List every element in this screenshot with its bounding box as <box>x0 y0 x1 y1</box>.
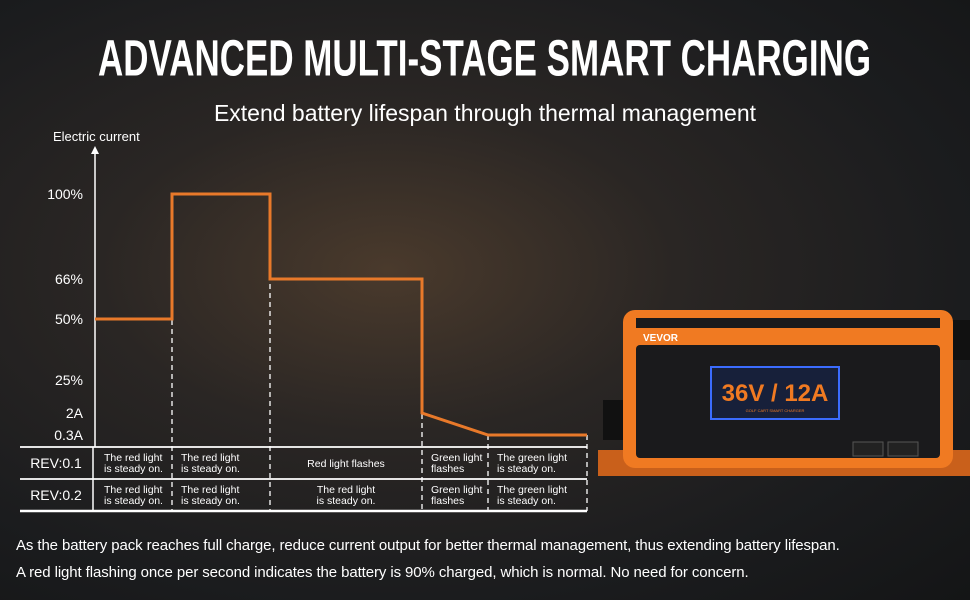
table-cell-text: flashes <box>431 463 464 475</box>
charger-top-strip <box>636 318 940 328</box>
table-cell-text: is steady on. <box>181 463 240 475</box>
charging-chart: Electric current 100% 66% 50% 25% 2A 0.3A REV:0… <box>30 129 587 507</box>
y-tick-label: 66% <box>55 271 83 287</box>
table-cell-text: is steady on. <box>104 495 163 507</box>
page-title: ADVANCED MULTI-STAGE SMART CHARGING <box>98 29 872 87</box>
y-tick-label: 50% <box>55 311 83 327</box>
table-cell-text: The red light <box>181 484 239 496</box>
current-curve <box>95 192 587 437</box>
y-tick-label: 0.3A <box>54 427 83 443</box>
table-row-label: REV:0.2 <box>30 487 82 503</box>
table-cell-text: Green light <box>431 484 482 496</box>
footer-note-2: A red light flashing once per second ind… <box>16 564 749 581</box>
table-cell-text: The green light <box>497 484 567 496</box>
charger-product-image: VEVOR 36V / 12A GOLF CART SMART CHARGER <box>598 310 970 476</box>
table-cell-text: The red light <box>104 452 162 464</box>
charger-rating: 36V / 12A <box>722 380 829 407</box>
table-cell-text: The green light <box>497 452 567 464</box>
indicator-panel-charge <box>887 441 919 457</box>
table-cell-text: The red light <box>104 484 162 496</box>
table-cell-text: is steady on. <box>317 495 376 507</box>
footer-note-1: As the battery pack reaches full charge,… <box>16 537 840 554</box>
table-cell-text: is steady on. <box>181 495 240 507</box>
y-axis-arrow <box>91 146 99 154</box>
page-subtitle: Extend battery lifespan through thermal … <box>213 100 757 126</box>
label-panel <box>710 366 840 420</box>
y-axis-label: Electric current <box>53 129 140 144</box>
table-cell-text: is steady on. <box>497 463 556 475</box>
y-tick-label: 100% <box>47 186 83 202</box>
page-title-container: ADVANCED MULTI-STAGE SMART CHARGING <box>0 29 970 87</box>
table-cell-text: The red light <box>317 484 375 496</box>
table-cell-text: is steady on. <box>497 495 556 507</box>
charger-subtitle: GOLF CART SMART CHARGER <box>746 408 805 413</box>
table-cell-text: Red light flashes <box>307 458 385 470</box>
y-tick-label: 25% <box>55 372 83 388</box>
brand-logo: VEVOR <box>643 333 679 344</box>
indicator-panel-battery <box>852 441 884 457</box>
y-tick-label: 2A <box>66 405 84 421</box>
table-cell-text: is steady on. <box>104 463 163 475</box>
table-cell-text: Green light <box>431 452 482 464</box>
table-cell-text: The red light <box>181 452 239 464</box>
table-row-label: REV:0.1 <box>30 455 82 471</box>
table-cell-text: flashes <box>431 495 464 507</box>
